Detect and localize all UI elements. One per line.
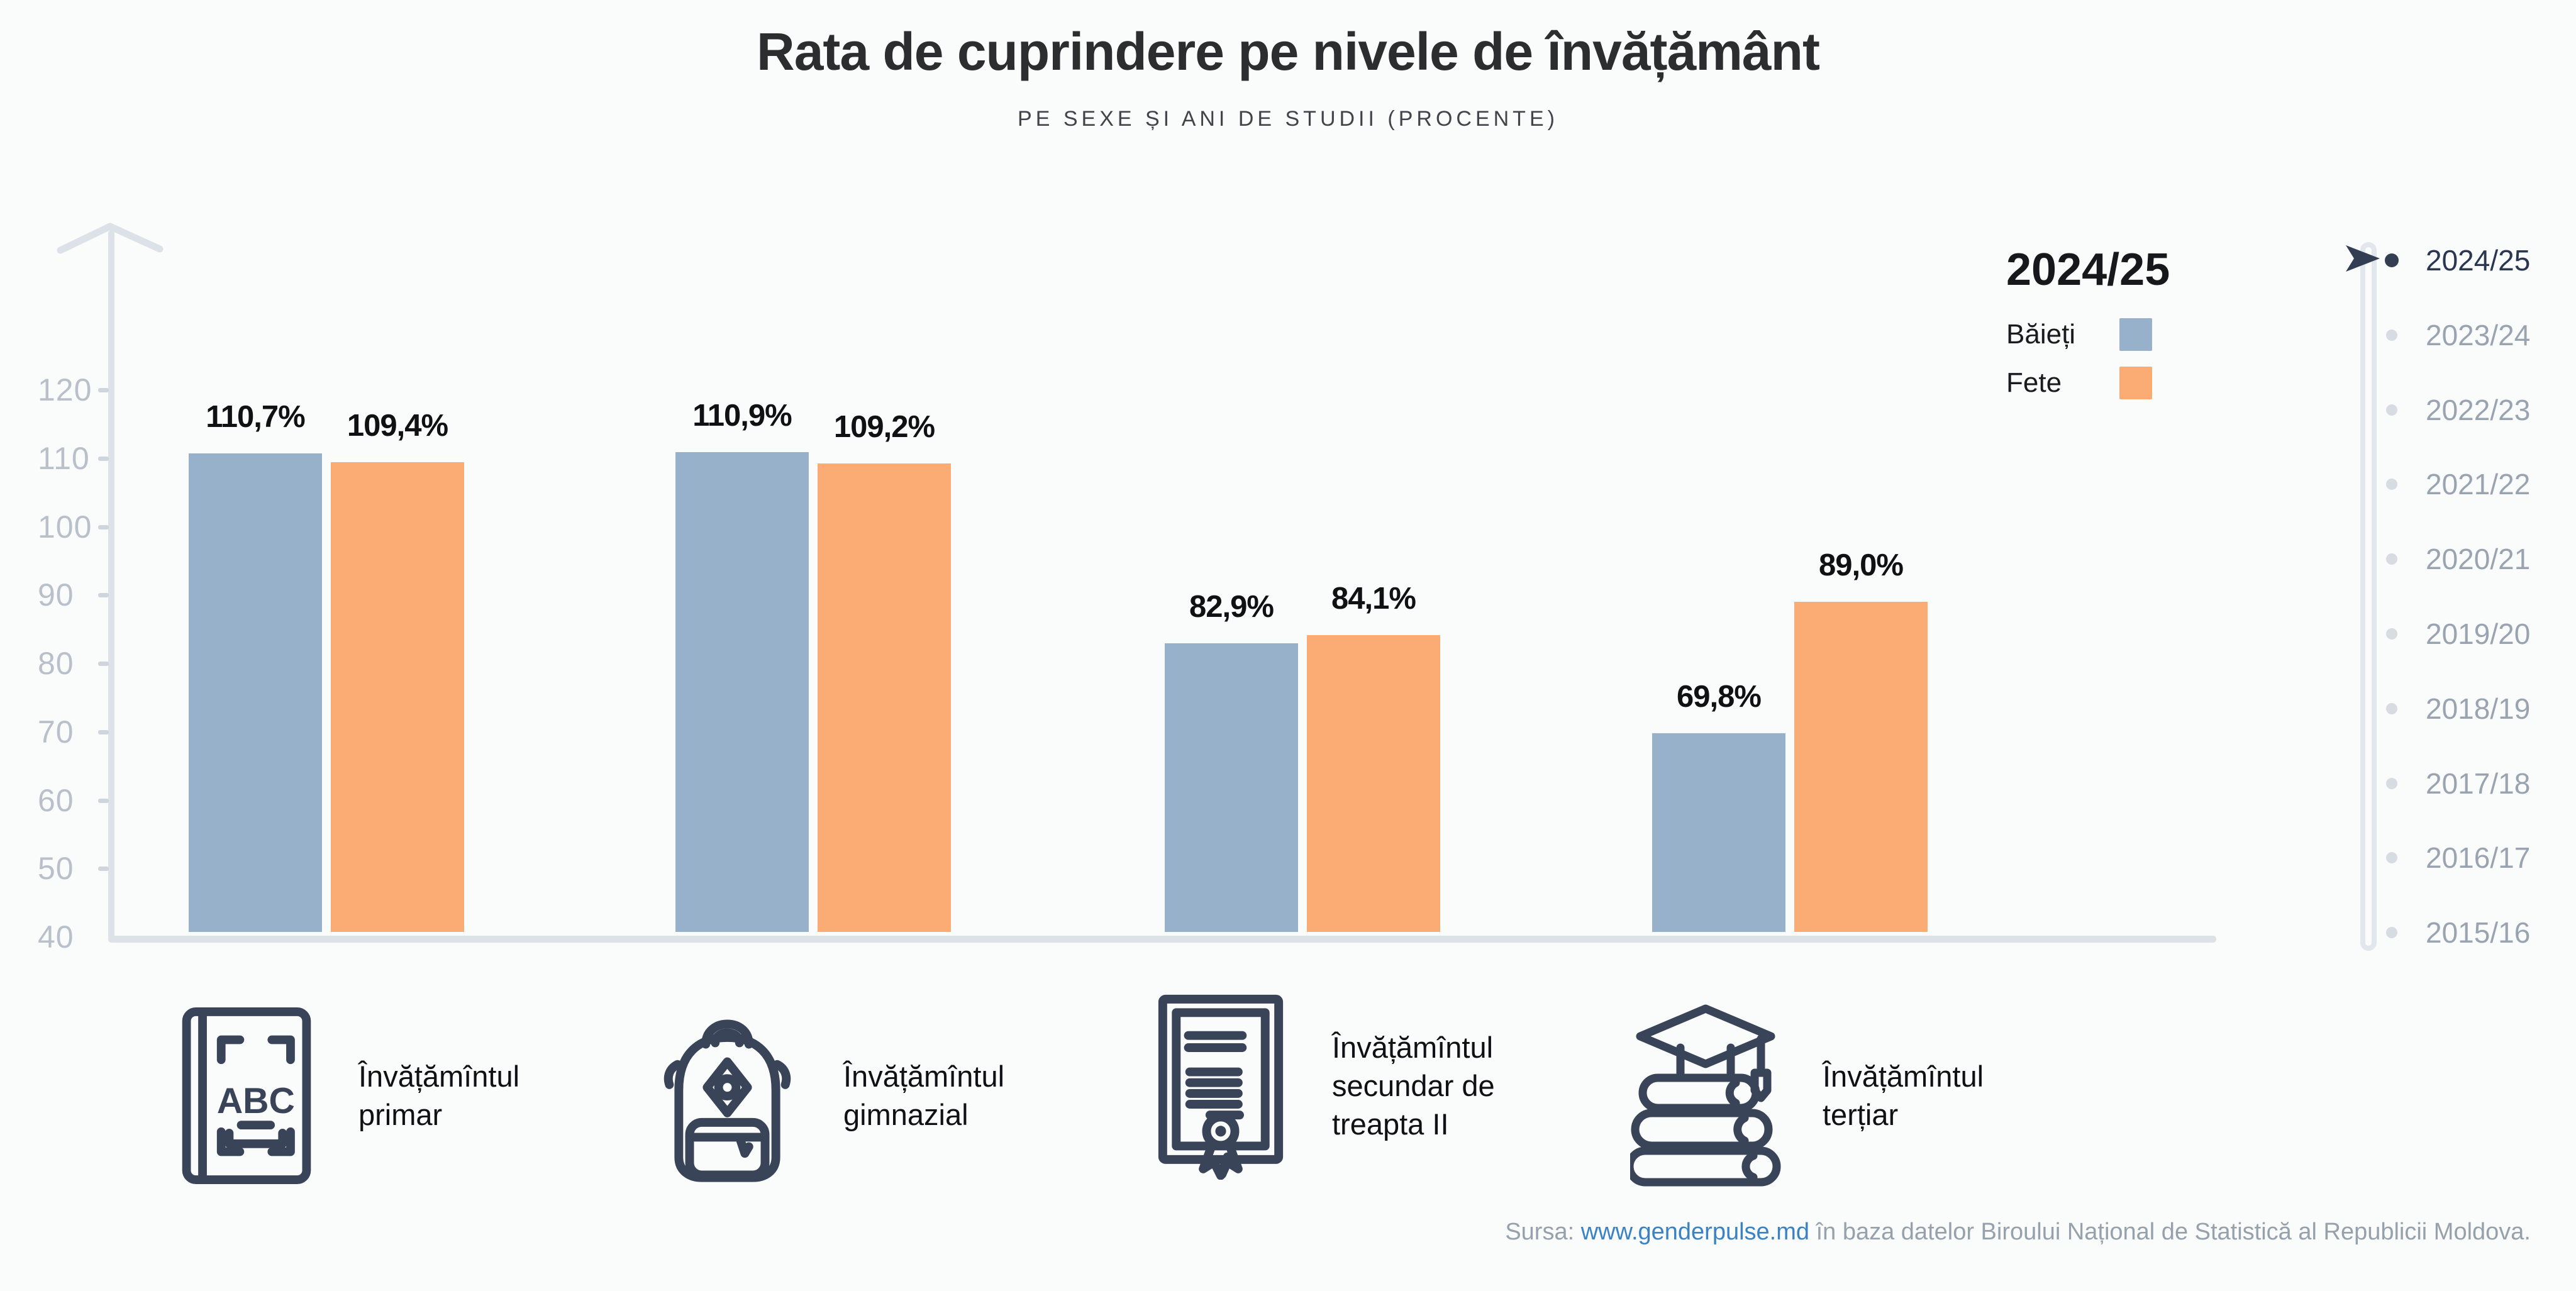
y-axis-tick-label: 90 (38, 577, 74, 613)
legend-label: Băieți (2006, 319, 2076, 350)
y-axis-tick-label: 100 (38, 509, 92, 545)
bar-value-label: 110,9% (692, 398, 792, 433)
timeline-year-2024-25[interactable]: 2024/25 (2426, 244, 2531, 277)
timeline-year-2021-22[interactable]: 2021/22 (2426, 468, 2531, 501)
category-label: Învățămîntul primar (358, 1060, 520, 1131)
source-line: Sursa: www.genderpulse.md în baza datelo… (1505, 1219, 2531, 1246)
legend-item-fete[interactable]: Fete (2006, 366, 2152, 400)
category-gimnazial: Învățămîntul gimnazial (657, 1001, 1051, 1190)
source-link[interactable]: www.genderpulse.md (1580, 1219, 1810, 1245)
y-axis-tick-label: 70 (38, 714, 74, 750)
category-label: Învățămîntul gimnazial (843, 1060, 1005, 1131)
timeline-dot[interactable] (2386, 852, 2397, 864)
timeline-year-2020-21[interactable]: 2020/21 (2426, 543, 2531, 576)
graduation-books-icon (1630, 1004, 1781, 1187)
timeline-year-2019-20[interactable]: 2019/20 (2426, 618, 2531, 650)
y-axis-tick-mark (98, 798, 109, 803)
legend-label: Fete (2006, 367, 2062, 398)
timeline-year-2018-19[interactable]: 2018/19 (2426, 692, 2531, 725)
timeline-year-2022-23[interactable]: 2022/23 (2426, 393, 2531, 426)
y-axis-arrow-icon (57, 223, 164, 254)
source-suffix: în baza datelor Biroului Național de Sta… (1809, 1219, 2531, 1245)
bar-băieți-3[interactable] (1652, 733, 1785, 932)
timeline-year-2015-16[interactable]: 2015/16 (2426, 916, 2531, 950)
timeline-playhead-icon[interactable] (2346, 245, 2382, 274)
timeline-dot[interactable] (2386, 628, 2397, 640)
timeline-year-2017-18[interactable]: 2017/18 (2426, 767, 2531, 800)
y-axis-tick-mark (98, 593, 109, 598)
y-axis-tick-label: 120 (38, 372, 92, 407)
y-axis-tick-label: 40 (38, 919, 74, 955)
y-axis-tick-mark (98, 456, 109, 461)
category-label: Învățămîntul terțiar (1823, 1060, 1984, 1131)
category-secundar: Învățămîntul secundar de treapta II (1151, 991, 1527, 1180)
selected-year-label: 2024/25 (2006, 245, 2170, 295)
abc-book-icon: ABC (182, 1007, 311, 1184)
y-axis-tick-mark (98, 729, 109, 734)
category-label: Învățămîntul secundar de treapta II (1332, 1030, 1495, 1141)
y-axis-tick-mark (98, 524, 109, 529)
timeline-dot[interactable] (2386, 702, 2397, 714)
timeline-dot[interactable] (2386, 404, 2397, 416)
bar-value-label: 109,4% (347, 409, 448, 443)
legend-swatch (2119, 367, 2152, 399)
bar-value-label: 109,2% (833, 410, 935, 445)
y-axis-tick-mark (98, 662, 109, 666)
bar-value-label: 69,8% (1677, 679, 1762, 714)
category-tertiar: Învățămîntul terțiar (1630, 1001, 2030, 1190)
bar-fete-0[interactable] (331, 462, 464, 932)
legend-swatch (2119, 318, 2152, 351)
svg-text:ABC: ABC (217, 1081, 295, 1121)
timeline-track[interactable] (2360, 242, 2377, 951)
bar-value-label: 89,0% (1819, 548, 1904, 583)
y-axis-tick-mark (98, 867, 109, 872)
diploma-icon (1158, 994, 1284, 1180)
bar-fete-3[interactable] (1794, 602, 1928, 932)
bar-băieți-2[interactable] (1165, 643, 1298, 932)
y-axis-tick-mark (98, 388, 109, 392)
timeline-dot[interactable] (2386, 329, 2397, 341)
timeline-dot[interactable] (2386, 777, 2397, 789)
y-axis-tick-label: 50 (38, 851, 74, 887)
bar-value-label: 82,9% (1189, 590, 1274, 624)
bar-fete-2[interactable] (1307, 635, 1440, 932)
y-axis-tick-label: 110 (38, 440, 90, 476)
bar-băieți-1[interactable] (675, 452, 809, 932)
timeline-year-2016-17[interactable]: 2016/17 (2426, 841, 2531, 875)
bar-value-label: 110,7% (206, 400, 305, 435)
bar-fete-1[interactable] (818, 463, 951, 932)
category-primar: ABC Învățămîntul primar (180, 1001, 566, 1190)
timeline-year-2023-24[interactable]: 2023/24 (2426, 318, 2531, 352)
timeline-dot-selected[interactable] (2385, 253, 2399, 267)
y-axis (108, 230, 114, 939)
backpack-icon (663, 1019, 791, 1182)
page-title: Rata de cuprindere pe nivele de învățămâ… (757, 22, 1820, 81)
x-axis (108, 936, 2216, 943)
timeline-dot[interactable] (2386, 479, 2397, 490)
legend-item-băieți[interactable]: Băieți (2006, 318, 2152, 352)
bar-value-label: 84,1% (1331, 582, 1416, 616)
bar-băieți-0[interactable] (189, 453, 322, 932)
timeline-dot[interactable] (2386, 927, 2397, 939)
source-prefix: Sursa: (1505, 1219, 1581, 1245)
page-subtitle: PE SEXE ȘI ANI DE STUDII (PROCENTE) (1018, 107, 1558, 131)
y-axis-tick-label: 60 (38, 782, 74, 818)
y-axis-tick-label: 80 (38, 646, 74, 681)
timeline-dot[interactable] (2386, 553, 2397, 565)
